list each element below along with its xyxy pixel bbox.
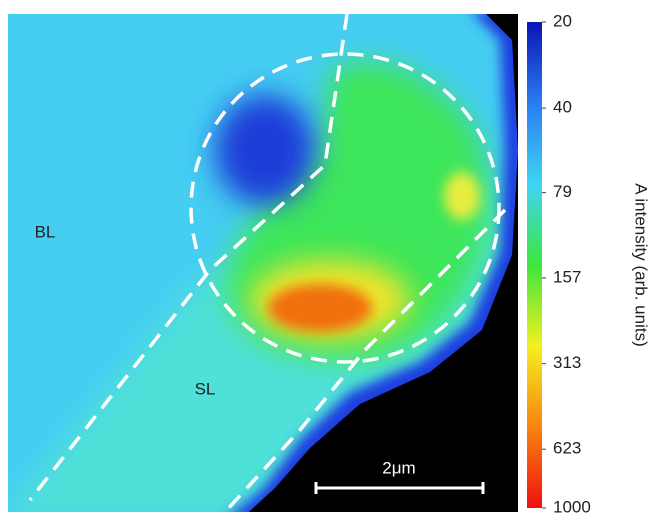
scale-bar-label: 2μm	[382, 458, 415, 477]
colorbar-tick-label: 20	[553, 11, 572, 30]
intensity-map	[8, 14, 518, 512]
colorbar-label: A intensity (arb. units)	[632, 183, 651, 346]
colorbar-tick-label: 157	[553, 267, 581, 286]
colorbar	[527, 22, 542, 508]
colorbar-tick-label: 40	[553, 98, 572, 117]
colorbar-tick-label: 313	[553, 353, 581, 372]
region-label: SL	[195, 379, 216, 398]
colorbar-tick-label: 79	[553, 182, 572, 201]
colorbar-tick-label: 623	[553, 439, 581, 458]
colorbar-tick-label: 1000	[553, 497, 591, 516]
dashed-outlines	[28, 13, 507, 514]
region-label: BL	[35, 222, 56, 241]
